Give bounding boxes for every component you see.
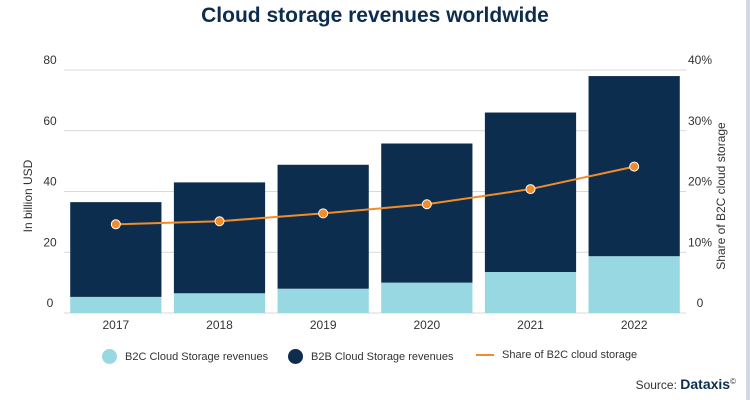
share-point [421, 199, 432, 210]
source-brand: Dataxis [680, 376, 731, 392]
x-tick-label: 2022 [621, 318, 648, 332]
share-line-path [115, 165, 635, 226]
y-tick-label: 0 [47, 296, 54, 310]
y2-tick-label: 20% [688, 175, 712, 189]
legend: B2C Cloud Storage revenues B2B Cloud Sto… [0, 349, 750, 369]
x-tick-label: 2021 [517, 318, 544, 332]
y-tick-label: 20 [43, 235, 57, 249]
share-point [318, 208, 329, 219]
bar-b2b [381, 143, 473, 283]
bar-b2c [70, 296, 162, 313]
y2-axis-label: Share of B2C cloud storage [714, 122, 728, 270]
share-point [629, 161, 640, 172]
y-axis-label: In billion USD [21, 159, 35, 232]
y2-tick-label: 30% [688, 114, 712, 128]
share-line [110, 161, 640, 230]
x-tick-label: 2018 [206, 318, 233, 332]
bar-b2c [277, 288, 369, 313]
bar-b2b [277, 164, 369, 289]
source-label: Source: [635, 378, 677, 392]
x-tick-label: 2020 [413, 318, 440, 332]
legend-label-b2c: B2C Cloud Storage revenues [125, 350, 269, 363]
copyright-mark: © [730, 377, 736, 386]
right-axis-ticks: 0 10% 20% 30% 40% [688, 53, 712, 310]
y-tick-label: 60 [43, 114, 57, 128]
bar-b2b [173, 182, 266, 294]
legend-item-share: Share of B2C cloud storage [476, 349, 637, 361]
share-point [525, 184, 536, 195]
y2-tick-label: 40% [688, 53, 712, 67]
bar-b2c [484, 271, 577, 313]
y2-tick-label: 10% [688, 235, 712, 249]
left-axis-ticks: 0 20 40 60 80 [43, 53, 57, 310]
share-point [110, 219, 121, 230]
gridlines [64, 69, 686, 314]
b2b-swatch-icon [288, 349, 303, 364]
x-tick-label: 2017 [102, 318, 129, 332]
y-tick-label: 40 [43, 175, 57, 189]
bars [70, 76, 680, 313]
right-border [746, 0, 750, 400]
legend-label-share: Share of B2C cloud storage [502, 349, 638, 361]
legend-item-b2b: B2B Cloud Storage revenues [288, 349, 453, 364]
bar-b2c [588, 256, 680, 313]
bar-b2c [173, 293, 266, 313]
y-tick-label: 80 [43, 53, 57, 67]
bar-b2b [70, 202, 162, 297]
bar-b2c [381, 282, 473, 313]
share-line-swatch-icon [476, 354, 494, 356]
x-axis-ticks: 2017 2018 2019 2020 2021 2022 [102, 318, 647, 332]
b2c-swatch-icon [102, 349, 117, 364]
chart-title: Cloud storage revenues worldwide [201, 4, 549, 27]
legend-label-b2b: B2B Cloud Storage revenues [311, 350, 454, 363]
share-point [214, 216, 225, 227]
chart: 0 20 40 60 80 0 10% 20% 30% 40% 2017 2018 2019 2020… [21, 53, 728, 332]
legend-item-b2c: B2C Cloud Storage revenues [102, 349, 268, 364]
y2-tick-label: 0 [697, 296, 704, 310]
source-note: Source: Dataxis© [636, 376, 736, 392]
x-tick-label: 2019 [310, 318, 337, 332]
